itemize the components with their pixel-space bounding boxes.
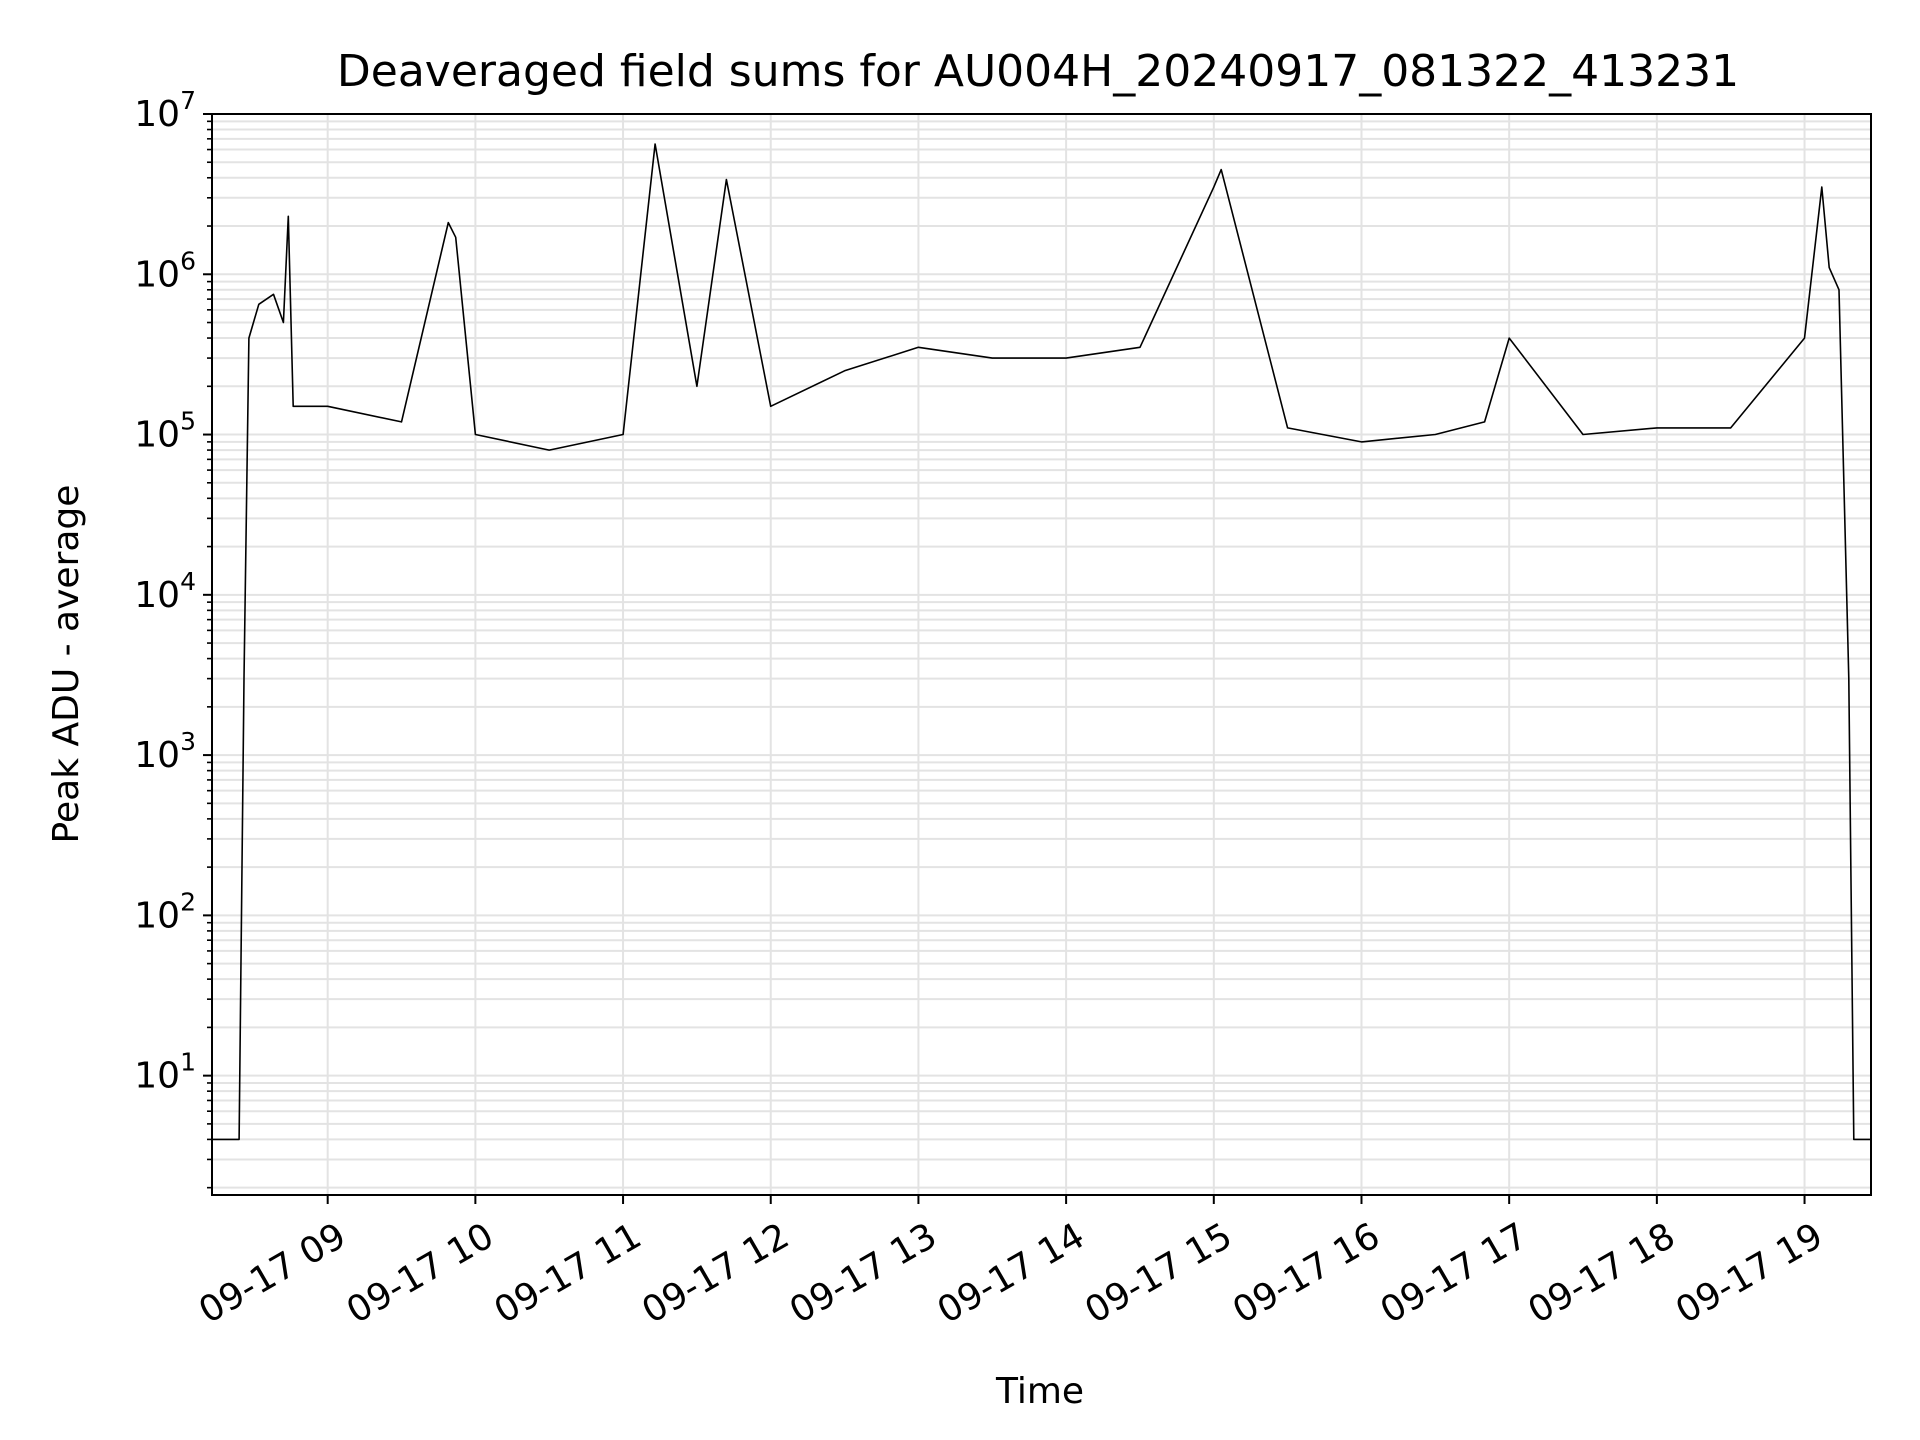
y-tick-label-base: 10 bbox=[134, 895, 180, 936]
x-tick-label: 09-17 11 bbox=[488, 1215, 649, 1331]
x-tick-label: 09-17 10 bbox=[340, 1215, 501, 1331]
y-tick-label-exponent: 2 bbox=[180, 887, 196, 916]
y-tick-label: 107 bbox=[134, 86, 196, 135]
y-tick-label-base: 10 bbox=[134, 1056, 180, 1097]
x-tick-label: 09-17 17 bbox=[1374, 1215, 1535, 1331]
y-tick-label-exponent: 4 bbox=[180, 567, 196, 596]
y-tick-label-exponent: 6 bbox=[180, 246, 196, 275]
x-tick-label: 09-17 19 bbox=[1669, 1215, 1830, 1331]
y-tick-label-base: 10 bbox=[134, 735, 180, 776]
y-tick-label-base: 10 bbox=[134, 254, 180, 295]
y-tick-label: 101 bbox=[134, 1048, 196, 1097]
x-axis-label: Time bbox=[995, 1371, 1084, 1412]
x-tick-label: 09-17 14 bbox=[931, 1215, 1092, 1331]
y-tick-label: 103 bbox=[134, 727, 196, 776]
x-tick-label: 09-17 09 bbox=[192, 1215, 353, 1331]
y-axis-label: Peak ADU - average bbox=[46, 485, 87, 844]
y-tick-label-base: 10 bbox=[134, 575, 180, 616]
y-tick-label-exponent: 1 bbox=[180, 1048, 196, 1077]
grid-layer bbox=[212, 113, 1871, 1195]
y-tick-label-base: 10 bbox=[134, 415, 180, 456]
x-tick-label: 09-17 13 bbox=[783, 1215, 944, 1331]
y-tick-label-base: 10 bbox=[134, 94, 180, 135]
y-tick-label-exponent: 5 bbox=[180, 407, 196, 436]
y-tick-label: 102 bbox=[134, 887, 196, 936]
y-tick-label-exponent: 3 bbox=[180, 727, 196, 756]
x-tick-label: 09-17 18 bbox=[1521, 1215, 1682, 1331]
chart-title: Deaveraged field sums for AU004H_2024091… bbox=[337, 46, 1739, 97]
y-tick-label: 104 bbox=[134, 567, 196, 616]
series-layer bbox=[212, 143, 1871, 1141]
y-tick-label-exponent: 7 bbox=[180, 86, 196, 115]
series-line bbox=[212, 143, 1871, 1141]
x-tick-label: 09-17 12 bbox=[635, 1215, 796, 1331]
y-tick-label: 105 bbox=[134, 407, 196, 456]
x-tick-label: 09-17 16 bbox=[1226, 1215, 1387, 1331]
plot-frame bbox=[211, 113, 1872, 1196]
y-tick-label: 106 bbox=[134, 246, 196, 295]
x-tick-label: 09-17 15 bbox=[1078, 1215, 1239, 1331]
